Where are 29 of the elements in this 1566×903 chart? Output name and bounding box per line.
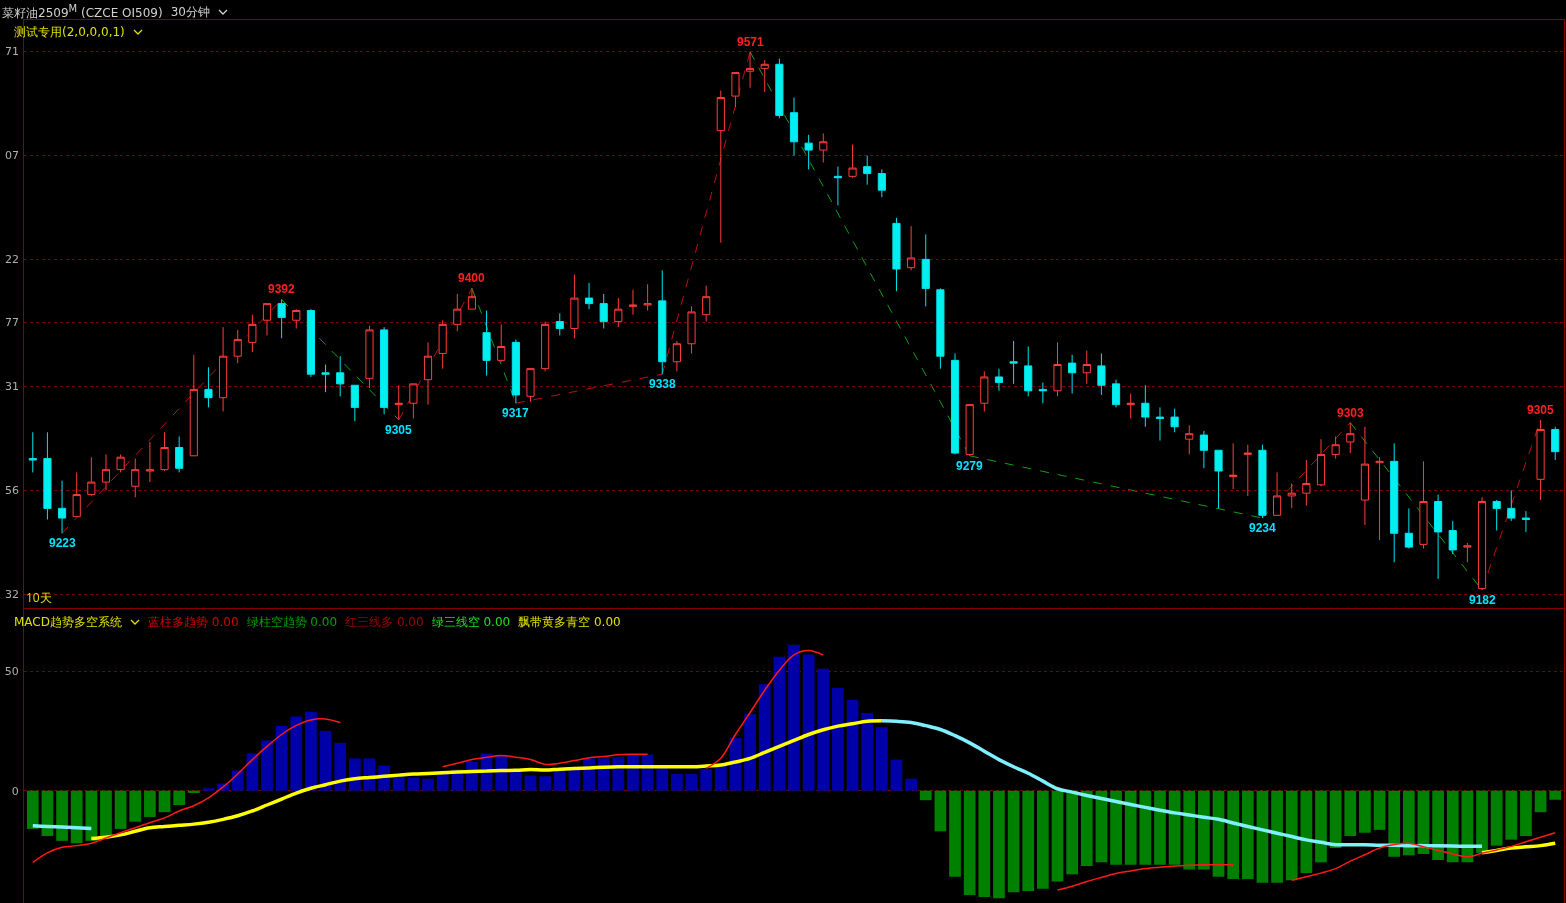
annotation: 9400	[458, 271, 486, 285]
annotation: 9392	[268, 282, 296, 296]
annotation: 绿柱空趋势 0.00	[246, 614, 338, 631]
y-tick-label: 50	[4, 665, 19, 678]
annotation: 9182	[1469, 593, 1497, 607]
text: 32	[5, 588, 19, 601]
annotation: 9305	[385, 423, 413, 437]
annotation: 10天	[26, 589, 52, 606]
annotation: 飘带黄多青空 0.00	[518, 614, 621, 631]
annotation: 9303	[1337, 406, 1365, 420]
annotation: 9338	[649, 377, 677, 391]
text: 56	[5, 484, 19, 497]
annotation: 红三线多 0.00	[345, 614, 424, 631]
annotation: 9234	[1249, 521, 1277, 535]
chart-title: 菜籽油2509$^{M}$ (CZCE OI509)	[2, 3, 163, 22]
annotation: 9317	[502, 406, 530, 420]
text: 22	[5, 253, 19, 266]
text: 31	[5, 380, 19, 393]
text: 77	[5, 316, 19, 329]
annotation: 蓝柱多趋势 0.00	[147, 614, 239, 631]
annotation: 绿三线空 0.00	[431, 614, 511, 631]
annotation: 9571	[737, 35, 765, 49]
annotation: 9223	[49, 536, 77, 550]
text: 30分钟	[170, 4, 210, 21]
annotation: 9305	[1527, 403, 1555, 417]
text: 71	[5, 45, 19, 58]
y-tick-label: 0	[11, 784, 19, 798]
annotation: 9279	[956, 459, 984, 473]
text: 07	[5, 149, 19, 162]
